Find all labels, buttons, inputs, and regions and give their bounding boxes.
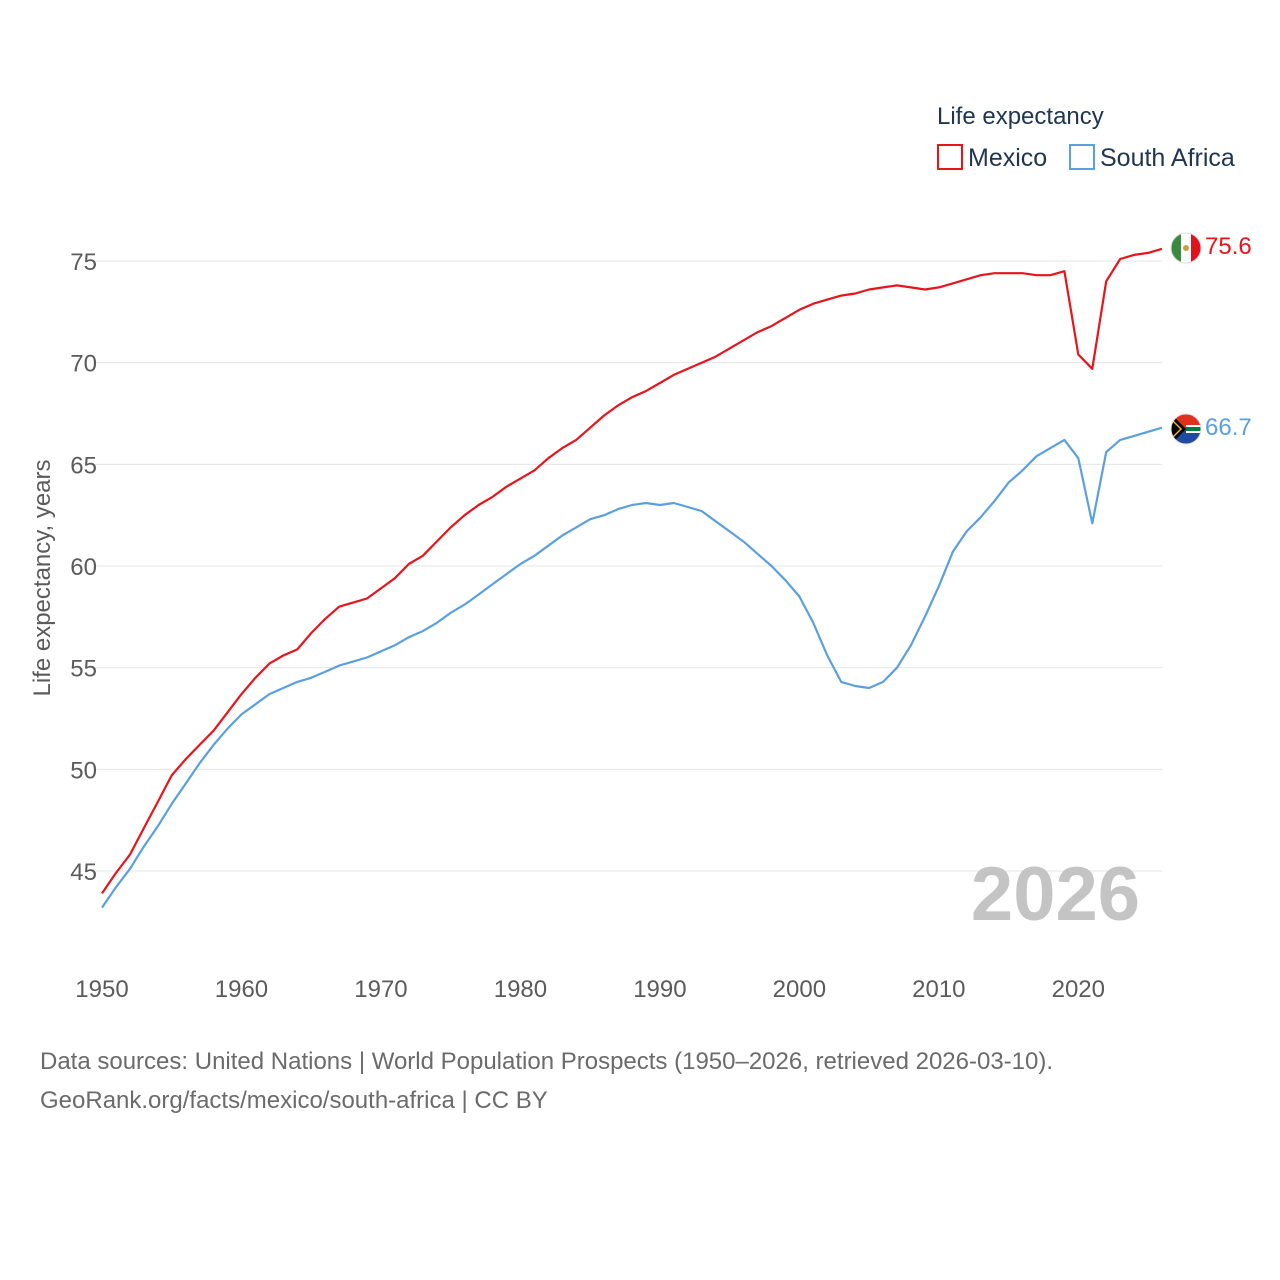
end-label-south-africa: 66.7: [1205, 414, 1252, 441]
legend-item-mexico[interactable]: Mexico: [937, 144, 1047, 172]
y-tick-labels: 45 50 55 60 65 70 75: [70, 249, 97, 886]
x-tick-label: 2010: [912, 976, 965, 1003]
source-line-1: Data sources: United Nations | World Pop…: [40, 1048, 1053, 1075]
legend-label-south-africa: South Africa: [1100, 144, 1235, 172]
grid-lines: [95, 260, 1162, 872]
x-tick-label: 1950: [75, 976, 128, 1003]
y-tick-label: 65: [70, 452, 97, 479]
series-lines: [101, 247, 1163, 909]
y-tick-label: 50: [70, 757, 97, 784]
mexico-flag-icon: [1170, 232, 1202, 264]
x-tick-label: 2000: [773, 976, 826, 1003]
x-tick-label: 1960: [215, 976, 268, 1003]
legend-item-south-africa[interactable]: South Africa: [1069, 144, 1235, 172]
x-tick-labels: 1950 1960 1970 1980 1990 2000 2010 2020: [75, 976, 1105, 1003]
x-tick-label: 1980: [494, 976, 547, 1003]
series-line-mexico[interactable]: [101, 247, 1163, 895]
y-axis-title: Life expectancy, years: [29, 459, 56, 696]
x-tick-label: 1990: [633, 976, 686, 1003]
y-tick-label: 55: [70, 656, 97, 683]
legend-swatch-south-africa: [1069, 144, 1095, 170]
end-label-mexico: 75.6: [1205, 233, 1252, 260]
legend-swatch-mexico: [937, 144, 963, 170]
series-line-south-africa[interactable]: [101, 426, 1163, 909]
legend-label-mexico: Mexico: [968, 144, 1047, 172]
legend-title: Life expectancy: [937, 103, 1104, 130]
x-tick-label: 2020: [1052, 976, 1105, 1003]
y-tick-label: 70: [70, 351, 97, 378]
y-tick-label: 60: [70, 554, 97, 581]
south-africa-flag-icon: [1170, 413, 1202, 445]
year-watermark: 2026: [971, 852, 1140, 937]
legend: Life expectancy Mexico South Africa: [937, 103, 1235, 172]
y-tick-label: 45: [70, 859, 97, 886]
source-line-2: GeoRank.org/facts/mexico/south-africa | …: [40, 1087, 548, 1114]
x-tick-label: 1970: [354, 976, 407, 1003]
y-tick-label: 75: [70, 249, 97, 276]
